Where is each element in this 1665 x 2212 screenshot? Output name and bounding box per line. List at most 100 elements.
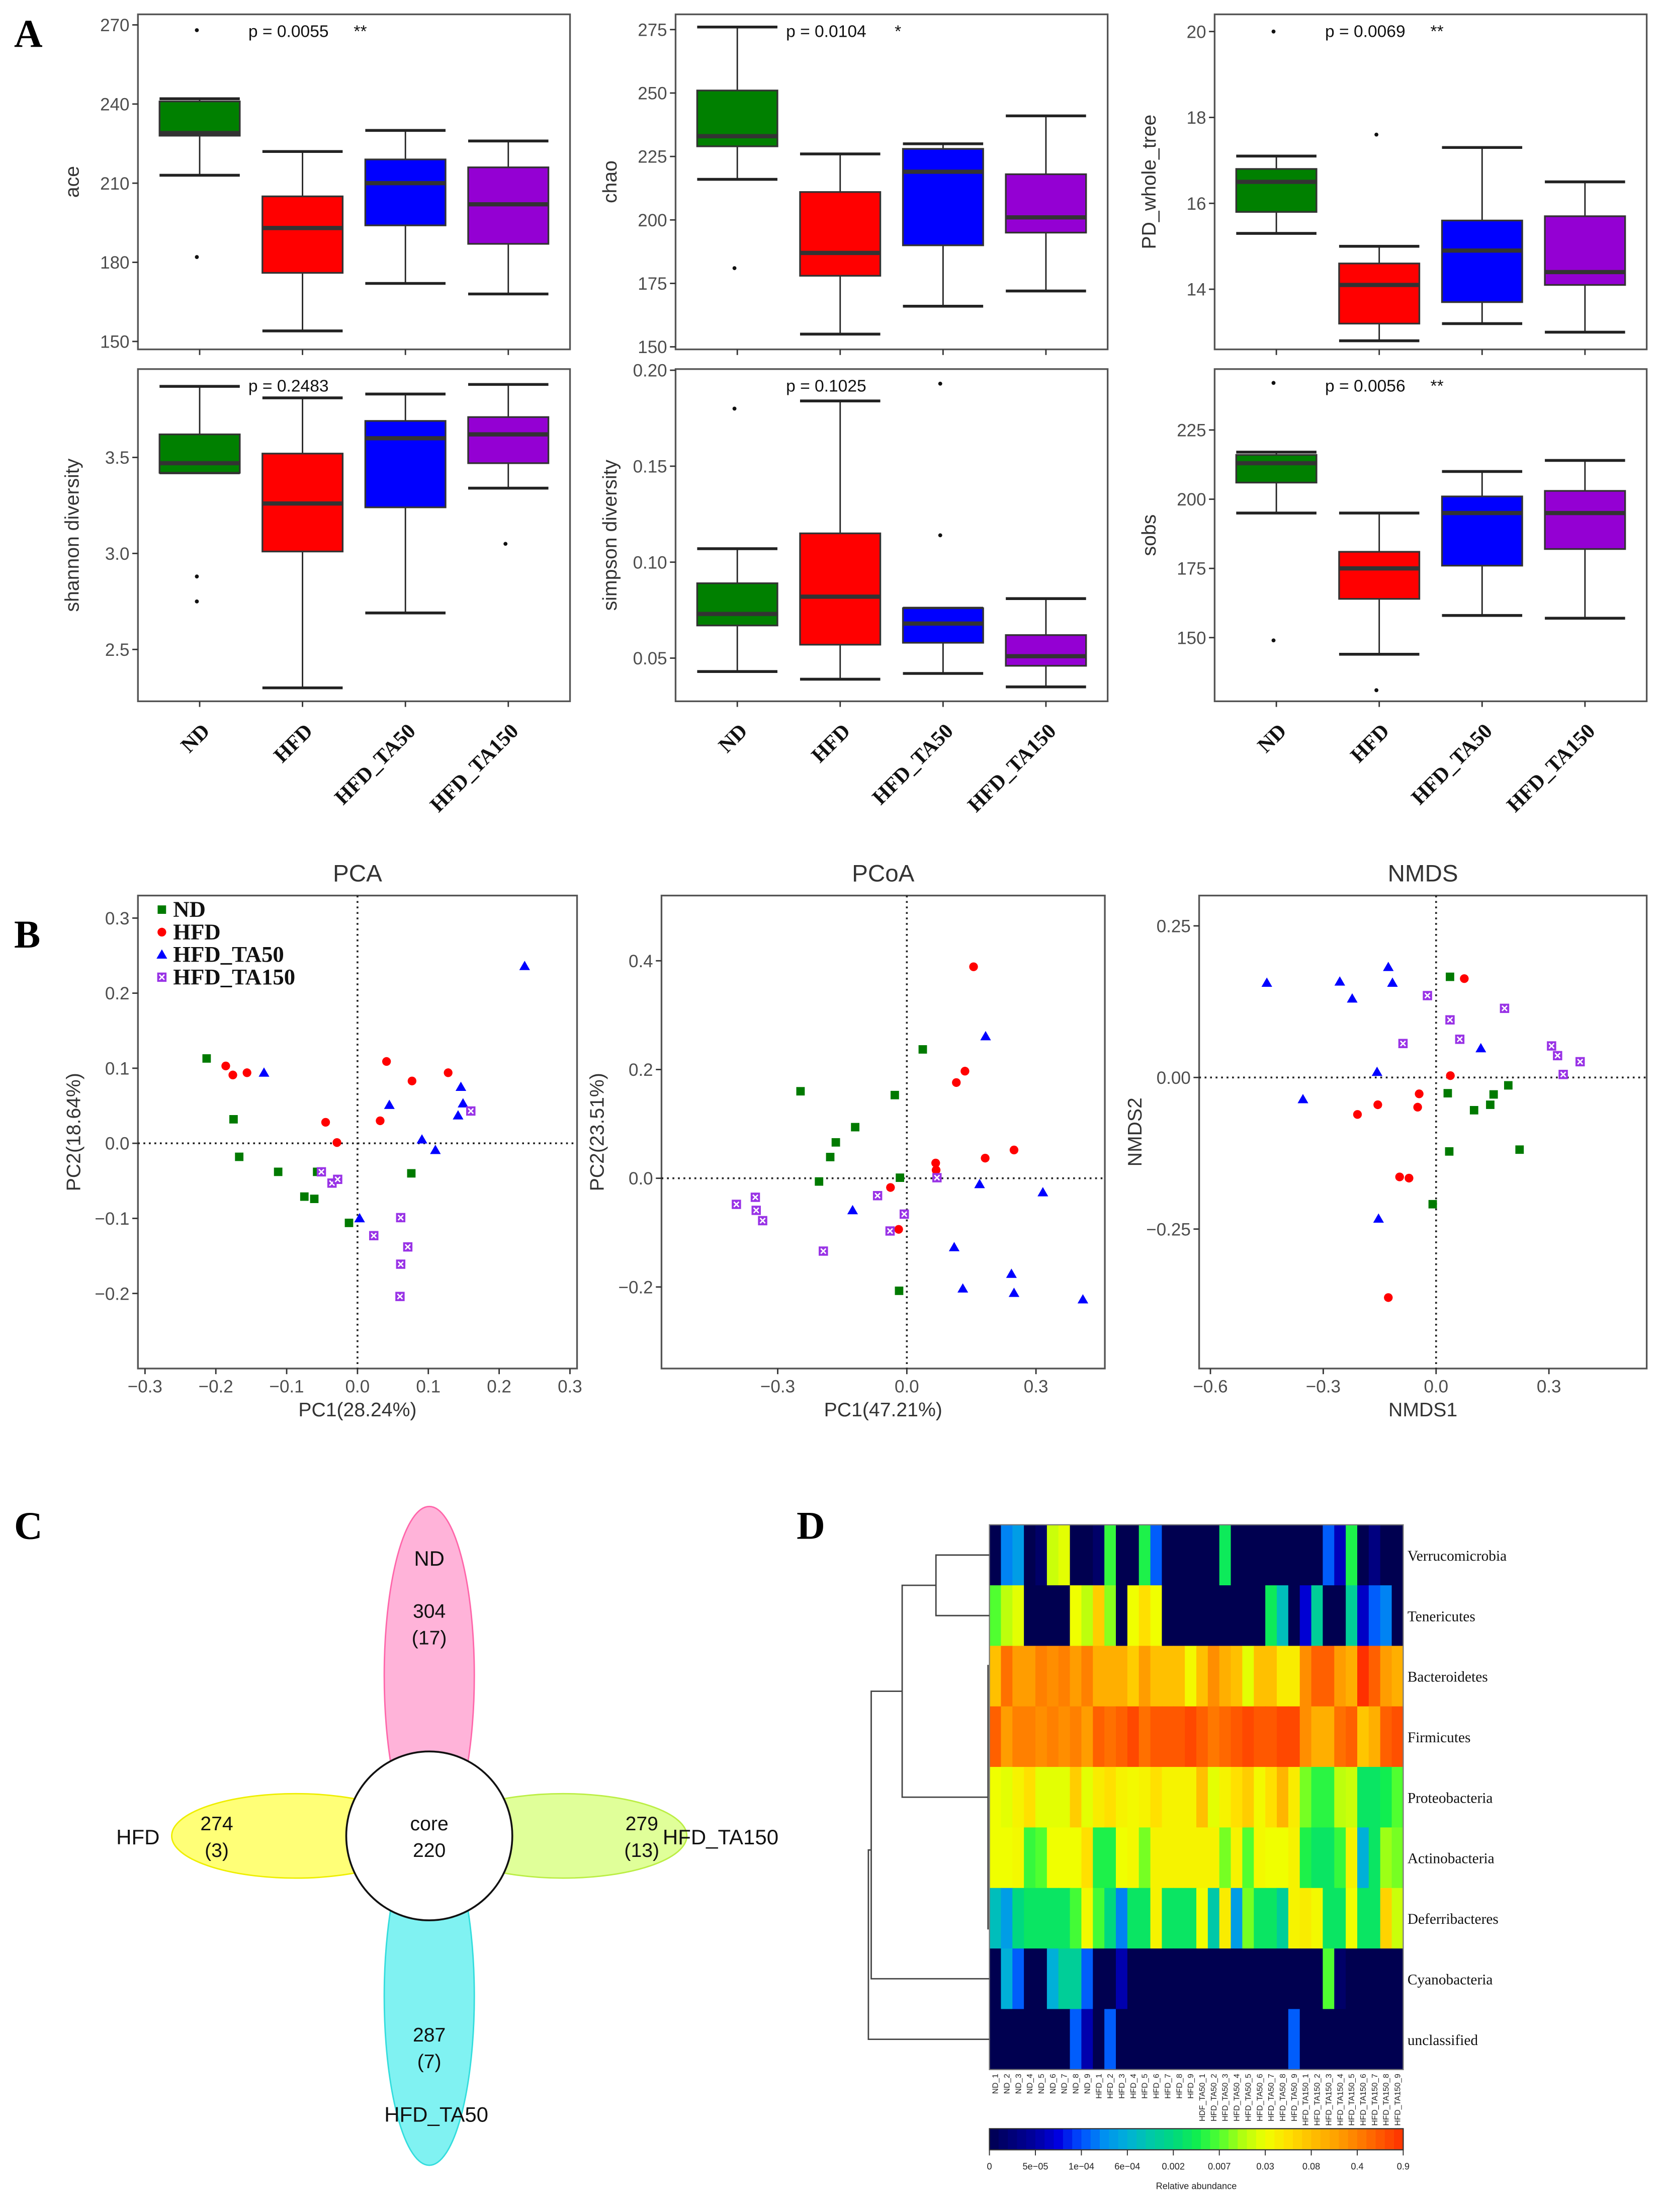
marker-triangle <box>1334 976 1345 986</box>
heatmap-cell <box>1219 1706 1232 1767</box>
heatmap-cell <box>1368 1767 1381 1828</box>
plot-frame <box>1198 894 1648 1370</box>
heatmap-cell <box>989 1524 1002 1586</box>
heatmap-cell <box>989 1706 1002 1767</box>
marker-circle <box>931 1165 941 1175</box>
heatmap-cell <box>1093 1585 1105 1647</box>
panel-letter-c: C <box>14 1504 43 1548</box>
heatmap-cell <box>1001 1948 1013 2010</box>
y-tick-label: −0.25 <box>1146 1220 1190 1239</box>
heatmap-cell <box>1150 1948 1163 2010</box>
legend-color-step <box>1283 2129 1294 2150</box>
x-tick-label: 0.3 <box>1537 1377 1561 1397</box>
marker-circle <box>1415 1089 1424 1098</box>
legend-color-step <box>1136 2129 1147 2150</box>
heatmap-cell <box>1081 2009 1094 2070</box>
marker-circle <box>382 1057 391 1066</box>
heatmap-cell <box>1334 1767 1346 1828</box>
heatmap-cell <box>1138 1585 1151 1647</box>
legend-tick-label: 5e−05 <box>1022 2162 1048 2172</box>
heatmap-column-label: HFD_8 <box>1175 2074 1184 2099</box>
heatmap-cell <box>1265 1524 1277 1586</box>
heatmap-frame <box>989 1524 1404 2070</box>
heatmap-cell <box>1185 1827 1197 1889</box>
heatmap-cell <box>1093 2009 1105 2070</box>
heatmap-cell <box>1046 1706 1059 1767</box>
venn-set-total: 279 <box>626 1813 658 1835</box>
heatmap-cell <box>1081 1524 1094 1586</box>
box-hfd <box>1338 551 1421 600</box>
heatmap-cell <box>1035 1706 1047 1767</box>
box-hfd_ta50 <box>902 148 984 246</box>
heatmap-cell <box>1173 1706 1185 1767</box>
heatmap-cell <box>1058 1948 1071 2010</box>
marker-square <box>896 1173 905 1182</box>
marker-triangle <box>416 1134 427 1144</box>
heatmap-cell <box>1334 1706 1346 1767</box>
marker-circle <box>228 1070 237 1080</box>
y-tick-label: 225 <box>638 147 667 167</box>
heatmap-cell <box>1323 1827 1335 1889</box>
y-tick-label: 0.15 <box>633 457 667 476</box>
heatmap-cell <box>1070 1646 1082 1707</box>
x-tick-label: −0.3 <box>128 1377 162 1397</box>
heatmap-cell <box>1196 1646 1208 1707</box>
x-tick-label: HFD_TA150 <box>426 719 523 817</box>
heatmap-cell <box>1196 1767 1208 1828</box>
y-axis-label: NMDS2 <box>1124 1097 1146 1166</box>
y-tick-label: 175 <box>638 274 667 294</box>
heatmap-cell <box>1046 1646 1059 1707</box>
marker-circle <box>1405 1173 1414 1183</box>
heatmap-cell <box>1242 1948 1255 2010</box>
heatmap-cell <box>1299 1767 1312 1828</box>
heatmap-cell <box>1162 1767 1174 1828</box>
heatmap-cell <box>1254 1948 1266 2010</box>
marker-circle <box>376 1116 385 1126</box>
heatmap-cell <box>1242 1524 1255 1586</box>
heatmap-cell <box>1288 1585 1300 1647</box>
legend-color-step <box>1201 2129 1211 2150</box>
heatmap-cell <box>1299 1948 1312 2010</box>
heatmap-cell <box>1012 1646 1024 1707</box>
heatmap-cell <box>1035 1646 1047 1707</box>
box-nd <box>1235 454 1318 484</box>
legend-color-step <box>1063 2129 1073 2150</box>
marker-cross <box>887 1228 893 1234</box>
heatmap-row-label: Tenericutes <box>1408 1608 1475 1625</box>
marker-cross <box>1399 1040 1406 1047</box>
heatmap-column-label: HFD_TA50_2 <box>1210 2074 1218 2121</box>
legend-tick-label: 0.08 <box>1302 2162 1320 2172</box>
legend-title: Relative abundance <box>1156 2181 1237 2191</box>
heatmap-cell <box>1185 1767 1197 1828</box>
y-tick-label: 0.20 <box>633 361 667 381</box>
marker-circle <box>1413 1102 1422 1112</box>
heatmap-cell <box>1093 1827 1105 1889</box>
marker-cross <box>1577 1058 1584 1065</box>
legend-color-step <box>1090 2129 1101 2150</box>
marker-circle <box>1395 1172 1404 1181</box>
heatmap-cell <box>1058 1646 1071 1707</box>
heatmap-cell <box>1323 1524 1335 1586</box>
x-axis-label: NMDS1 <box>1388 1399 1457 1421</box>
legend-color-step <box>1081 2129 1091 2150</box>
marker-triangle <box>430 1144 441 1154</box>
heatmap-column-label: HFD_1 <box>1095 2074 1103 2099</box>
legend-color-step <box>1072 2129 1082 2150</box>
heatmap-cell <box>1346 1585 1358 1647</box>
legend-color-step <box>1173 2129 1183 2150</box>
heatmap-column-label: HFD_TA150_2 <box>1313 2074 1322 2125</box>
heatmap-cell <box>1276 1706 1289 1767</box>
outlier-point <box>195 255 199 259</box>
marker-square <box>1443 1089 1452 1098</box>
heatmap-cell <box>1196 1827 1208 1889</box>
box-hfd <box>1338 263 1421 325</box>
heatmap-cell <box>989 1888 1002 1949</box>
heatmap-cell <box>1081 1948 1094 2010</box>
heatmap-cell <box>989 1767 1002 1828</box>
heatmap-cell <box>1104 1827 1116 1889</box>
heatmap-row-label: Actinobacteria <box>1408 1851 1495 1867</box>
marker-triangle <box>1475 1043 1486 1053</box>
heatmap-cell <box>1162 1827 1174 1889</box>
x-tick-label: 0.2 <box>487 1377 511 1397</box>
color-legend: 0 5e−05 1e−04 6e−04 0.002 0.007 0.03 0.08 0.4 0.9… <box>987 2128 1410 2191</box>
